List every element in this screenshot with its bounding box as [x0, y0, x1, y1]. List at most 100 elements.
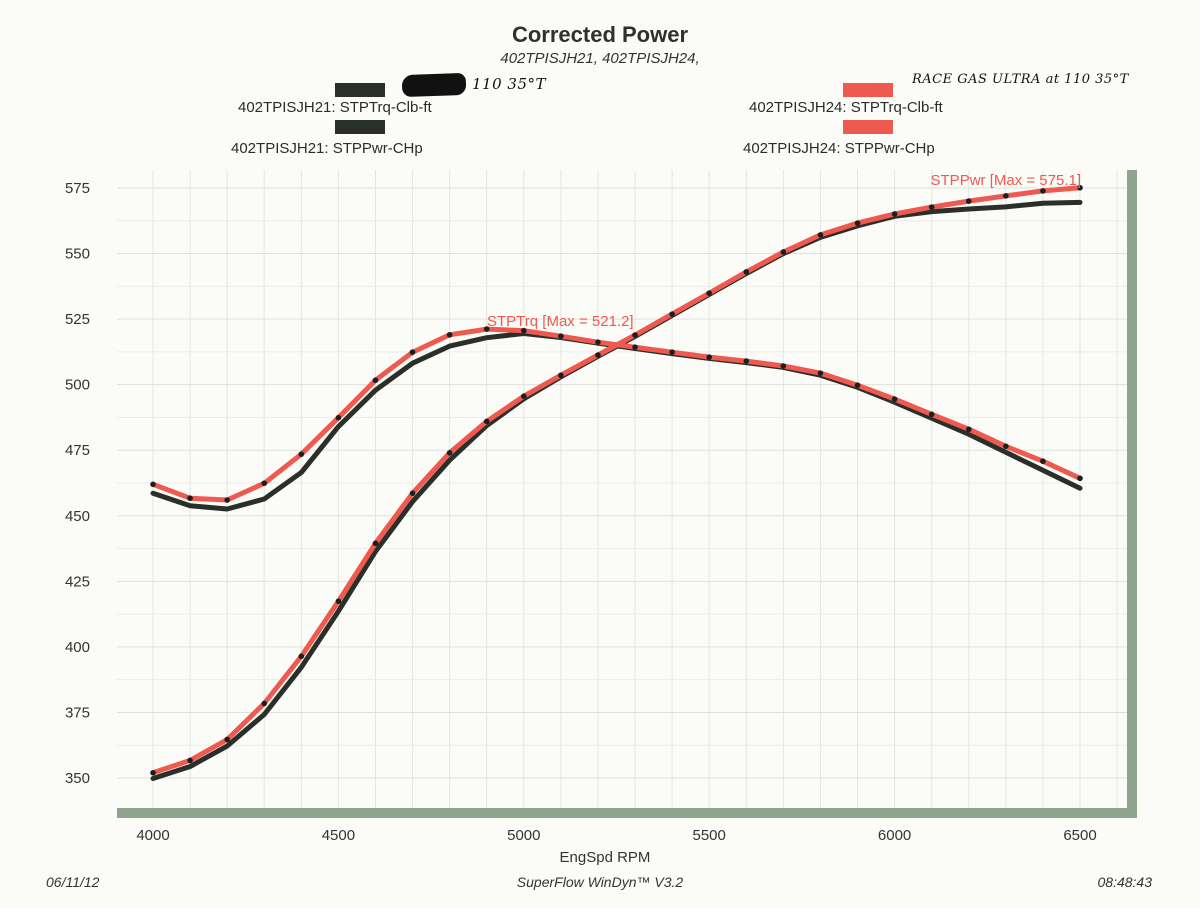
- y-axis-ticks: 350 375 400 425 450 475 500 525 550 575: [65, 180, 90, 787]
- handwritten-note-right: RACE GAS ULTRA at 110 35°T: [912, 72, 1129, 87]
- y-tick-label: 425: [65, 573, 90, 590]
- data-point: [187, 495, 193, 502]
- data-point: [483, 418, 490, 425]
- data-point: [780, 363, 787, 369]
- y-tick-label: 475: [65, 442, 90, 459]
- annotation-torque-max: STPTrq [Max = 521.2]: [487, 313, 634, 330]
- data-point: [780, 249, 787, 255]
- data-point: [298, 451, 305, 457]
- series-line: [150, 199, 1083, 781]
- data-point: [669, 349, 675, 355]
- data-point: [706, 290, 712, 296]
- data-point: [632, 344, 638, 350]
- x-tick-label: 5500: [693, 827, 726, 844]
- legend-label-jh21-power: 402TPISJH21: STPPwr-CHp: [231, 140, 423, 157]
- y-tick-label: 400: [65, 639, 90, 656]
- x-tick-label: 6000: [878, 827, 911, 844]
- x-axis-label: EngSpd RPM: [560, 849, 651, 866]
- legend-swatch-jh21-torque: [335, 83, 385, 97]
- legend-swatch-jh24-torque: [843, 83, 893, 97]
- y-tick-label: 525: [65, 311, 90, 328]
- data-point: [1040, 458, 1046, 465]
- data-point: [743, 358, 750, 364]
- data-point: [446, 332, 453, 338]
- data-point: [298, 653, 305, 660]
- series-line: [150, 185, 1083, 776]
- data-point: [891, 396, 898, 402]
- data-point: [595, 339, 601, 345]
- footer-date: 06/11/12: [46, 874, 100, 890]
- frame-bottom-border: [117, 808, 1137, 818]
- data-point: [558, 333, 564, 339]
- data-point: [150, 769, 156, 776]
- data-point: [891, 211, 898, 217]
- data-point: [706, 354, 712, 360]
- x-tick-label: 6500: [1063, 827, 1096, 844]
- data-point: [446, 450, 453, 456]
- data-point: [409, 349, 416, 355]
- y-tick-label: 550: [65, 246, 90, 263]
- annotation-power-max: STPPwr [Max = 575.1]: [931, 172, 1081, 189]
- plot-frame: [117, 170, 1137, 818]
- y-tick-label: 450: [65, 508, 90, 525]
- data-point: [1077, 475, 1083, 482]
- data-point: [372, 377, 379, 384]
- frame-right-border: [1127, 170, 1137, 818]
- data-point: [817, 232, 824, 238]
- data-point: [521, 327, 527, 334]
- series-jh24-power: [150, 184, 1083, 776]
- chart-annotations: STPTrq [Max = 521.2] STPPwr [Max = 575.1]: [487, 172, 1081, 330]
- data-point: [669, 311, 675, 317]
- data-point: [928, 204, 935, 210]
- data-point: [1003, 443, 1009, 450]
- data-point: [965, 426, 972, 433]
- series-jh21-power: [150, 199, 1083, 781]
- series-jh24-torque: [150, 326, 1083, 503]
- data-point: [261, 700, 268, 707]
- data-point: [743, 269, 750, 275]
- data-point: [928, 411, 935, 418]
- footer-software: SuperFlow WinDyn™ V3.2: [516, 874, 684, 890]
- y-tick-label: 500: [65, 377, 90, 394]
- data-point: [632, 332, 638, 338]
- data-point: [1077, 184, 1083, 191]
- data-point: [335, 598, 342, 605]
- legend-label-jh24-torque: 402TPISJH24: STPTrq-Clb-ft: [749, 99, 943, 116]
- data-point: [187, 757, 193, 764]
- data-point: [521, 393, 527, 400]
- legend-swatch-jh24-power: [843, 120, 893, 134]
- x-axis-ticks: 4000 4500 5000 5500 6000 6500: [136, 827, 1096, 844]
- data-point: [372, 540, 379, 547]
- data-point: [409, 490, 416, 497]
- data-point: [854, 220, 861, 226]
- y-tick-label: 350: [65, 770, 90, 787]
- y-tick-label: 375: [65, 704, 90, 721]
- data-point: [1040, 188, 1046, 194]
- data-point: [224, 736, 230, 743]
- x-tick-label: 4500: [322, 827, 355, 844]
- series-line: [150, 326, 1083, 503]
- data-point: [558, 372, 564, 379]
- legend-swatch-jh21-power: [335, 120, 385, 134]
- data-point: [335, 414, 342, 421]
- data-point: [483, 326, 490, 332]
- footer-time: 08:48:43: [1097, 874, 1153, 890]
- handwritten-note-left: 110 35°T: [472, 75, 546, 93]
- data-point: [150, 481, 156, 488]
- data-point: [595, 352, 601, 358]
- chart-subtitle: 402TPISJH21, 402TPISJH24,: [500, 50, 700, 67]
- y-tick-label: 575: [65, 180, 90, 197]
- data-point: [224, 497, 230, 503]
- data-point: [817, 370, 824, 376]
- data-point: [965, 198, 972, 204]
- legend-label-jh21-torque: 402TPISJH21: STPTrq-Clb-ft: [238, 99, 432, 116]
- x-tick-label: 4000: [136, 827, 169, 844]
- chart-title: Corrected Power: [511, 22, 689, 47]
- data-point: [261, 480, 268, 487]
- data-point: [1003, 193, 1009, 199]
- x-tick-label: 5000: [507, 827, 540, 844]
- legend-label-jh24-power: 402TPISJH24: STPPwr-CHp: [743, 140, 935, 157]
- series-lines: [150, 184, 1083, 781]
- data-point: [854, 382, 861, 388]
